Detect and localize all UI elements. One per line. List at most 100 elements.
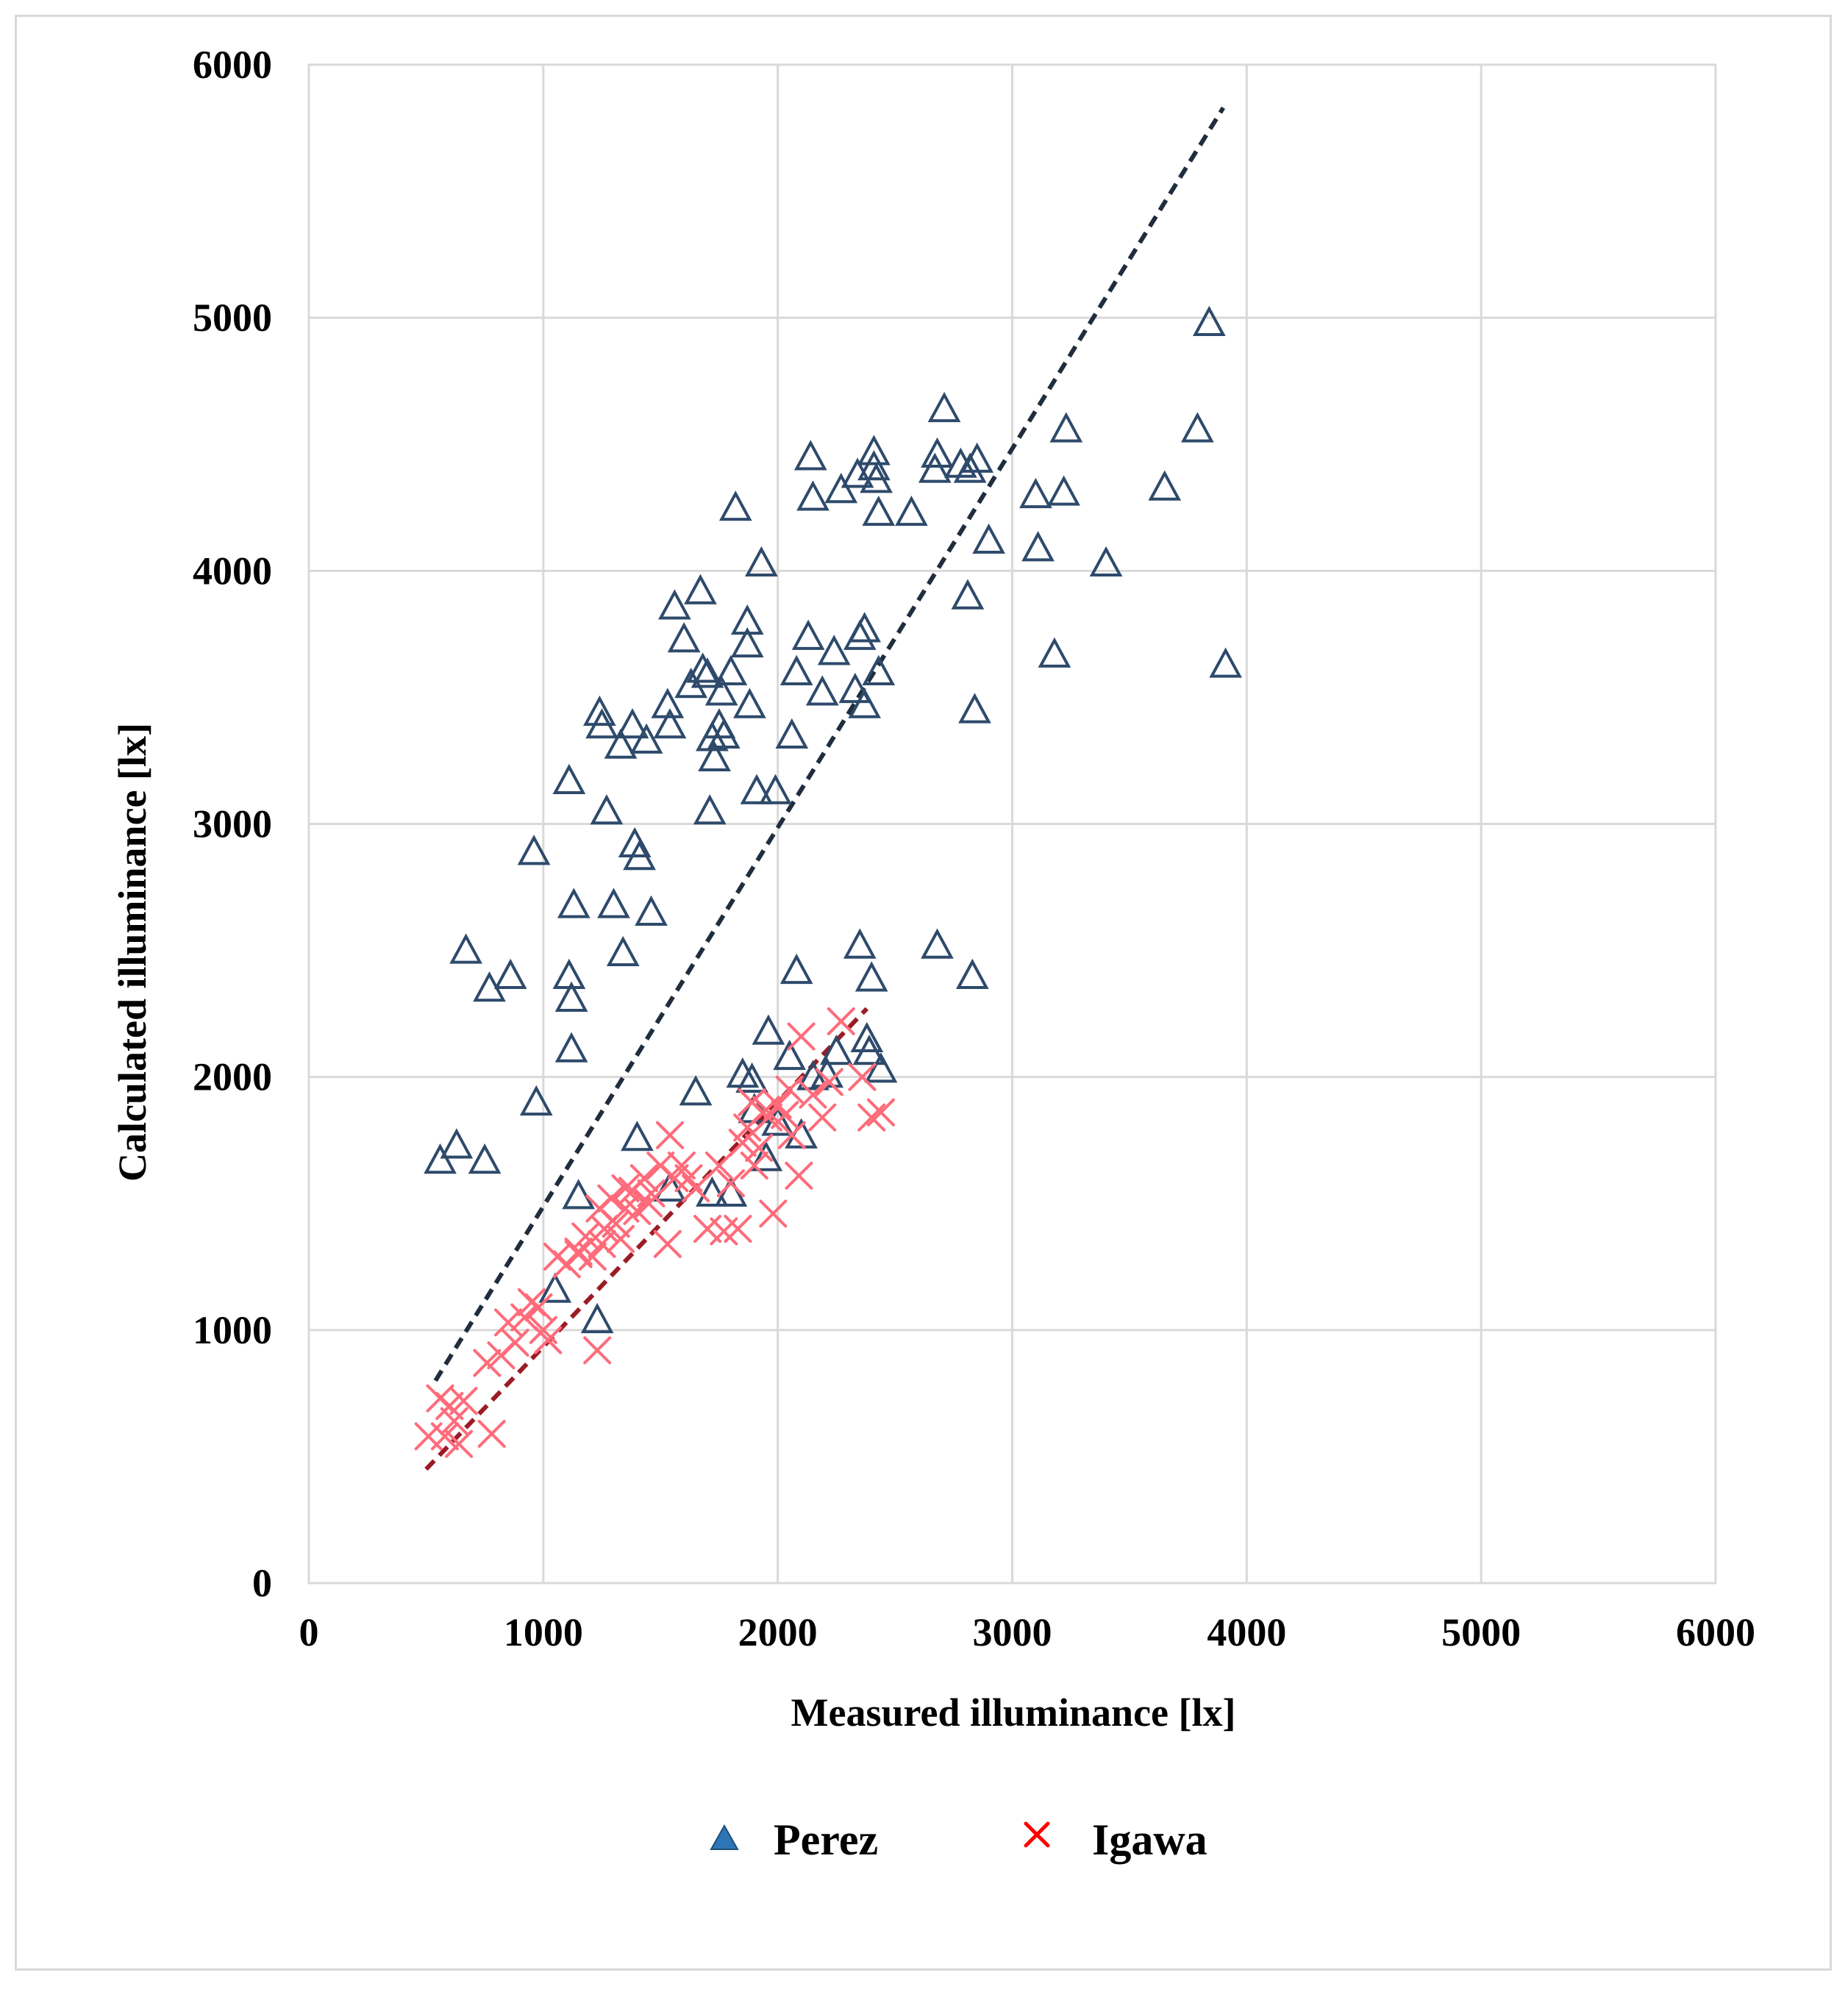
igawa-point: [445, 1429, 474, 1458]
perez-point: [730, 626, 764, 658]
igawa-point: [564, 1240, 593, 1268]
igawa-point: [449, 1387, 478, 1415]
legend-perez-label: Perez: [774, 1815, 878, 1864]
perez-point: [752, 1014, 785, 1045]
plot-area: [307, 63, 1717, 1585]
perez-point: [696, 1176, 729, 1207]
x-tick-label: 4000: [1207, 1610, 1286, 1654]
legend: Perez Igawa: [710, 1815, 1207, 1864]
perez-point: [850, 1021, 884, 1053]
igawa-point: [771, 1101, 799, 1129]
perez-point: [843, 928, 877, 959]
perez-point: [824, 473, 858, 504]
igawa-point: [815, 1068, 843, 1096]
igawa-point: [597, 1184, 626, 1213]
x-tick-label: 0: [299, 1610, 319, 1654]
perez-point: [698, 740, 731, 772]
igawa-point: [494, 1308, 523, 1337]
igawa-point: [667, 1151, 696, 1180]
igawa-point: [808, 1103, 837, 1132]
perez-point: [604, 728, 638, 759]
igawa-point: [799, 1080, 827, 1109]
igawa-point: [440, 1407, 468, 1435]
gridlines: [307, 63, 1717, 1585]
perez-point: [585, 708, 618, 739]
perez-point: [960, 442, 994, 473]
perez-point: [538, 1272, 572, 1303]
igawa-point: [501, 1329, 529, 1357]
perez-point: [554, 981, 588, 1012]
igawa-point: [607, 1224, 635, 1253]
perez-point: [618, 826, 652, 858]
y-axis-title: Calculated illuminance [lx]: [110, 723, 154, 1182]
perez-point: [691, 657, 724, 688]
perez-point: [449, 933, 482, 964]
perez-point: [440, 1128, 474, 1159]
perez-point: [796, 480, 830, 511]
y-tick-label: 2000: [193, 1055, 272, 1099]
igawa-point: [588, 1229, 616, 1258]
perez-point: [744, 546, 778, 577]
y-axis-ticks: 0 1000 2000 3000 4000 5000 6000: [193, 43, 272, 1605]
perez-point: [468, 1143, 502, 1174]
perez-point: [838, 672, 872, 704]
perez-point: [623, 840, 656, 871]
perez-point: [860, 463, 893, 493]
perez-point: [796, 1060, 830, 1090]
perez-point: [726, 1057, 760, 1088]
y-tick-label: 1000: [193, 1308, 272, 1352]
igawa-point: [623, 1197, 652, 1226]
igawa-point: [629, 1164, 658, 1193]
perez-point: [857, 435, 891, 465]
x-tick-label: 2000: [738, 1610, 818, 1654]
perez-point: [714, 654, 748, 685]
igawa-point: [635, 1189, 663, 1218]
perez-point: [972, 523, 1005, 554]
perez-point: [424, 1143, 457, 1174]
igawa-point: [866, 1098, 895, 1126]
igawa-point: [775, 1075, 804, 1104]
perez-point: [493, 958, 527, 989]
perez-point: [848, 612, 882, 643]
legend-igawa-marker: [1024, 1821, 1050, 1848]
perez-point: [653, 708, 687, 739]
perez-point: [653, 1171, 687, 1202]
igawa-series: [414, 1007, 895, 1458]
perez-point: [616, 708, 649, 739]
trendline-igawa: [424, 1007, 868, 1471]
igawa-point: [848, 1063, 877, 1091]
x-tick-label: 6000: [1676, 1610, 1755, 1654]
perez-point: [773, 1039, 806, 1071]
perez-point: [718, 490, 752, 521]
perez-point: [684, 574, 717, 604]
perez-point: [621, 1121, 654, 1151]
perez-point: [1038, 637, 1071, 668]
perez-point: [841, 457, 874, 488]
perez-point: [1049, 412, 1083, 443]
perez-point: [552, 763, 586, 794]
perez-point: [740, 774, 774, 804]
perez-series: [424, 305, 1243, 1334]
y-tick-label: 0: [252, 1561, 272, 1605]
perez-point: [735, 1062, 768, 1093]
perez-point: [779, 953, 813, 985]
perez-point: [733, 688, 766, 718]
perez-point: [554, 1032, 588, 1063]
igawa-point: [777, 1121, 806, 1149]
igawa-point: [745, 1134, 774, 1163]
perez-point: [855, 961, 888, 992]
legend-perez-marker: [710, 1824, 739, 1850]
x-tick-label: 5000: [1441, 1610, 1521, 1654]
igawa-point: [857, 1103, 886, 1132]
perez-point: [862, 654, 896, 685]
igawa-point: [435, 1392, 464, 1421]
perez-point: [1047, 475, 1081, 506]
igawa-point: [637, 1179, 666, 1207]
perez-point: [779, 654, 813, 685]
igawa-point: [682, 1174, 710, 1203]
y-tick-label: 5000: [193, 296, 272, 340]
igawa-point: [728, 1129, 757, 1157]
y-tick-label: 3000: [193, 802, 272, 846]
perez-point: [805, 675, 839, 706]
perez-point: [707, 718, 741, 749]
